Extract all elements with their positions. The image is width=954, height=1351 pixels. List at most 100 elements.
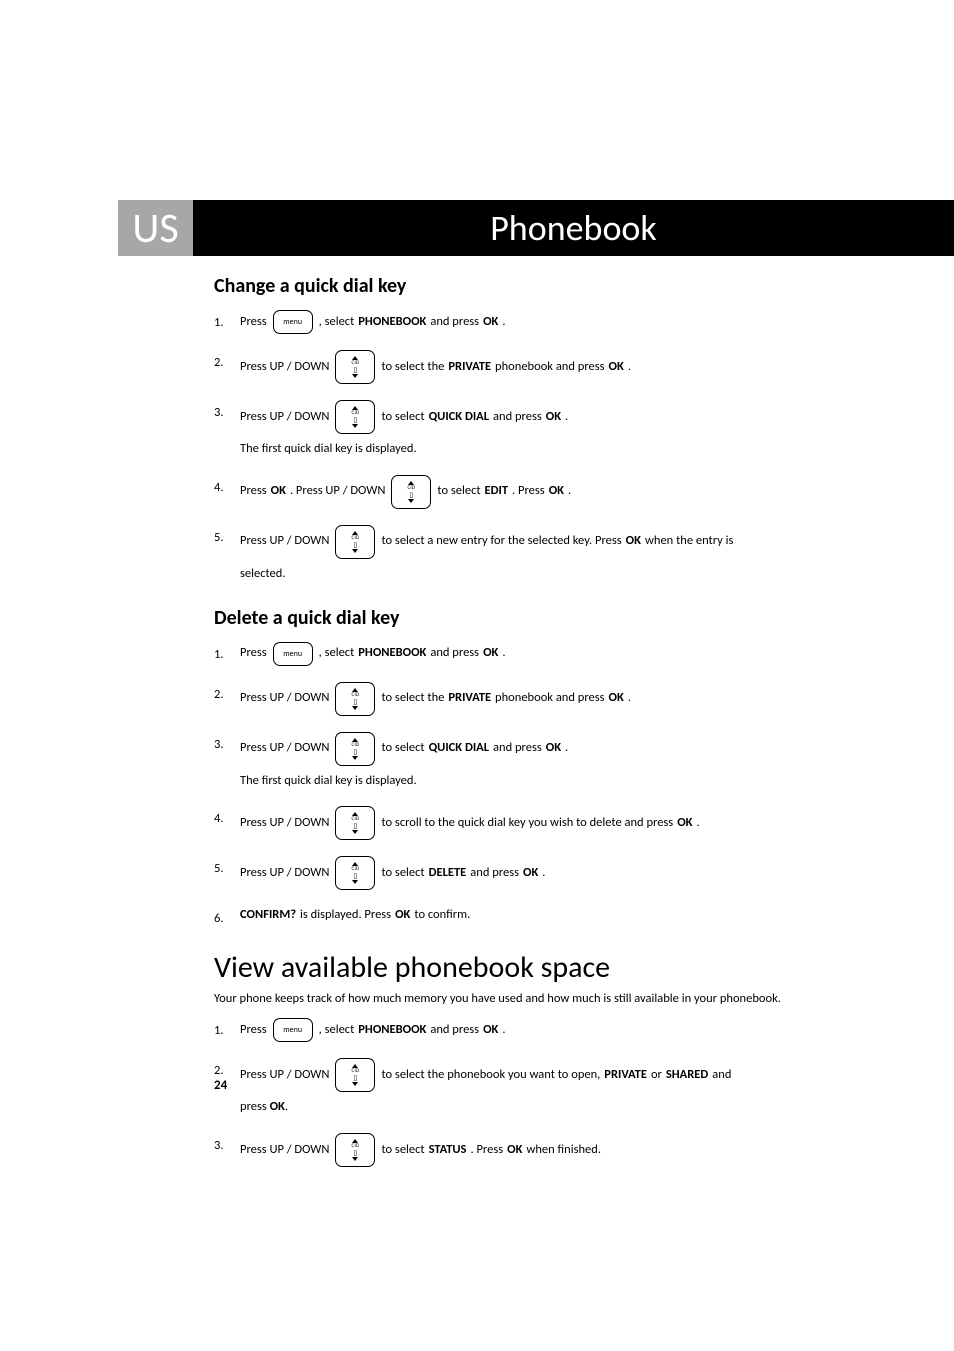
- step: Press UP / DOWN CID▯ to select a new ent…: [214, 525, 824, 584]
- step: Press UP / DOWN CID▯ to select the PRIVA…: [214, 682, 824, 716]
- text: to select: [381, 408, 424, 427]
- text: OK: [546, 408, 561, 427]
- text: to select the phonebook you want to open…: [381, 1066, 600, 1085]
- text: . Press UP / DOWN: [290, 482, 385, 501]
- menu-key-icon: menu: [273, 310, 313, 334]
- text: PHONEBOOK: [358, 1021, 426, 1040]
- text: OK: [549, 482, 564, 501]
- text: PHONEBOOK: [358, 313, 426, 332]
- text: Press: [240, 1021, 267, 1040]
- text: , select: [319, 313, 355, 332]
- menu-key-icon: menu: [273, 642, 313, 666]
- text: QUICK DIAL: [429, 739, 489, 758]
- steps-view: Press menu , select PHONEBOOK and press …: [214, 1018, 824, 1167]
- text: Press UP / DOWN: [240, 689, 329, 708]
- text: Press: [240, 313, 267, 332]
- section-heading-view: View available phonebook space: [214, 949, 824, 986]
- text: OK: [483, 1021, 498, 1040]
- text: to select: [381, 1141, 424, 1160]
- text: and press: [430, 1021, 479, 1040]
- text: to scroll to the quick dial key you wish…: [381, 814, 673, 833]
- text: OK: [626, 532, 641, 551]
- text: to select the: [381, 358, 444, 377]
- text: Press: [240, 644, 267, 663]
- nav-key-icon: CID▯: [335, 806, 375, 840]
- text: .: [565, 408, 568, 427]
- text: PHONEBOOK: [358, 644, 426, 663]
- text: Press UP / DOWN: [240, 814, 329, 833]
- nav-key-icon: CID▯: [335, 856, 375, 890]
- text: Press UP / DOWN: [240, 532, 329, 551]
- text: Press UP / DOWN: [240, 864, 329, 883]
- steps-delete: Press menu , select PHONEBOOK and press …: [214, 642, 824, 926]
- step: Press UP / DOWN CID▯ to select QUICK DIA…: [214, 400, 824, 459]
- text: OK: [270, 1099, 285, 1114]
- page-title: Phonebook: [193, 200, 954, 256]
- text: OK: [483, 644, 498, 663]
- text: selected.: [240, 563, 824, 584]
- nav-key-icon: CID▯: [335, 400, 375, 434]
- text: and press: [493, 739, 542, 758]
- step: Press UP / DOWN CID▯ to select the PRIVA…: [214, 350, 824, 384]
- header-row: US Phonebook: [0, 200, 954, 256]
- text: and: [712, 1066, 731, 1085]
- step: Press UP / DOWN CID▯ to select the phone…: [214, 1058, 824, 1117]
- text: to select: [381, 739, 424, 758]
- step: Press menu , select PHONEBOOK and press …: [214, 1018, 824, 1042]
- step: Press UP / DOWN CID▯ to scroll to the qu…: [214, 806, 824, 840]
- text: and press: [430, 644, 479, 663]
- intro-text: Your phone keeps track of how much memor…: [214, 990, 824, 1008]
- text: .: [565, 739, 568, 758]
- text: to select a new entry for the selected k…: [381, 532, 621, 551]
- text: .: [697, 814, 700, 833]
- section-heading-change: Change a quick dial key: [214, 274, 824, 298]
- menu-key-icon: menu: [273, 1018, 313, 1042]
- page-number: 24: [214, 1078, 227, 1093]
- text: Press UP / DOWN: [240, 1141, 329, 1160]
- region-badge: US: [118, 200, 193, 256]
- text: EDIT: [485, 482, 509, 501]
- text: PRIVATE: [604, 1066, 647, 1085]
- text: to select: [437, 482, 480, 501]
- text: .: [568, 482, 571, 501]
- step: Press UP / DOWN CID▯ to select STATUS. P…: [214, 1133, 824, 1167]
- text: OK: [609, 358, 624, 377]
- text: .: [502, 644, 505, 663]
- text: OK: [677, 814, 692, 833]
- nav-key-icon: CID▯: [335, 525, 375, 559]
- content: Change a quick dial key Press menu , sel…: [214, 274, 824, 1167]
- step: Press menu , select PHONEBOOK and press …: [214, 310, 824, 334]
- nav-key-icon: CID▯: [335, 732, 375, 766]
- text: OK: [483, 313, 498, 332]
- text: and press: [430, 313, 479, 332]
- text: DELETE: [429, 864, 467, 883]
- text: CONFIRM?: [240, 906, 296, 925]
- nav-key-icon: CID▯: [335, 1058, 375, 1092]
- text: The first quick dial key is displayed.: [240, 438, 824, 459]
- text: .: [502, 313, 505, 332]
- text: . Press: [512, 482, 545, 501]
- text: OK: [271, 482, 286, 501]
- step: Press OK. Press UP / DOWN CID▯ to select…: [214, 475, 824, 509]
- text: PRIVATE: [448, 358, 491, 377]
- text: Press UP / DOWN: [240, 408, 329, 427]
- step: Press UP / DOWN CID▯ to select QUICK DIA…: [214, 732, 824, 791]
- step: Press UP / DOWN CID▯ to select DELETE an…: [214, 856, 824, 890]
- text: SHARED: [666, 1066, 708, 1085]
- text: phonebook and press: [495, 689, 604, 708]
- text: , select: [319, 1021, 355, 1040]
- text: Press UP / DOWN: [240, 1066, 329, 1085]
- text: OK: [523, 864, 538, 883]
- text: when finished.: [526, 1141, 601, 1160]
- text: .: [628, 689, 631, 708]
- text: or: [651, 1066, 662, 1085]
- text: press: [240, 1099, 270, 1114]
- text: .: [542, 864, 545, 883]
- text: . Press: [470, 1141, 503, 1160]
- text: and press: [470, 864, 519, 883]
- text: and press: [493, 408, 542, 427]
- text: .: [502, 1021, 505, 1040]
- section-heading-delete: Delete a quick dial key: [214, 606, 824, 630]
- text: OK: [609, 689, 624, 708]
- nav-key-icon: CID▯: [391, 475, 431, 509]
